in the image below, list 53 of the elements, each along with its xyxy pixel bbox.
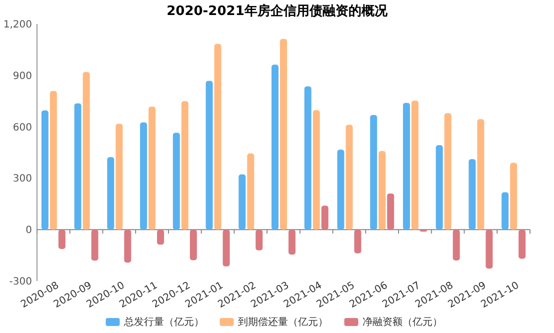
bar [82, 72, 90, 230]
bar [444, 113, 452, 230]
bar [468, 159, 476, 230]
bar [157, 230, 164, 245]
bar [402, 102, 410, 230]
bar [116, 124, 123, 230]
bar [91, 230, 98, 261]
chart-title: 2020-2021年房企信用债融资的概况 [166, 3, 388, 19]
legend-label: 净融资额（亿元） [362, 316, 442, 328]
bar [304, 86, 312, 230]
bar [58, 230, 66, 249]
bar [378, 150, 386, 230]
bar [238, 174, 246, 230]
bar [411, 100, 418, 230]
bar [477, 119, 484, 230]
bar [312, 110, 320, 230]
bar [222, 230, 230, 266]
bar [370, 114, 378, 230]
bar [280, 38, 287, 230]
bar [288, 230, 296, 255]
bar [247, 153, 254, 230]
bar [256, 230, 263, 250]
bar [337, 150, 344, 230]
bar [354, 230, 362, 254]
bar [214, 44, 222, 230]
bar [502, 192, 509, 230]
bar [387, 193, 394, 230]
y-tick-label: 900 [12, 70, 32, 82]
y-tick-label: 300 [12, 174, 32, 185]
bar [124, 230, 132, 263]
bar [41, 110, 48, 230]
bar [107, 157, 114, 230]
y-tick-label: 0 [26, 225, 32, 236]
bar [436, 145, 443, 230]
bar [172, 132, 180, 230]
legend-label: 到期偿还量（亿元） [238, 316, 328, 328]
bar [50, 90, 57, 230]
bar [206, 80, 213, 230]
bar [346, 124, 353, 230]
bar [190, 230, 197, 260]
y-tick-label: 600 [12, 122, 32, 134]
bar [140, 122, 148, 230]
legend-label: 总发行量（亿元） [122, 316, 204, 328]
bar [486, 230, 493, 269]
bar [510, 162, 518, 230]
bar [321, 206, 328, 230]
bar [452, 230, 460, 260]
bar [272, 64, 278, 230]
bar [181, 101, 188, 230]
bar [148, 106, 156, 230]
y-tick-label: 1,200 [3, 20, 32, 30]
bar [74, 103, 82, 230]
bar [518, 230, 526, 259]
